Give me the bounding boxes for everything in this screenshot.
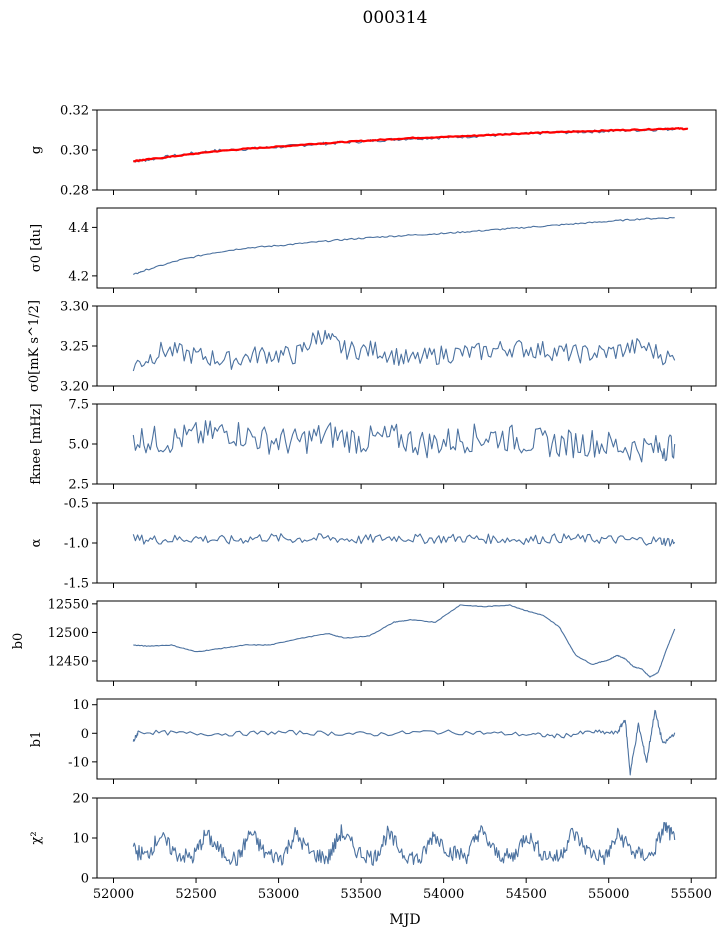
panel-2: 4.2 4.4 σ0 [du]: [29, 207, 717, 293]
y-tick-label: -10: [68, 755, 89, 770]
panel-frame: [96, 797, 717, 879]
series-line: [133, 216, 675, 275]
panel-5: -1.5 -1.0 -0.5 α: [29, 497, 717, 592]
y-tick-label: 5.0: [68, 438, 89, 453]
series-line: [132, 329, 676, 372]
y-tick-label: 2.5: [68, 478, 89, 493]
y-tick-label: 0.28: [60, 184, 89, 199]
y-tick-label: 0.32: [60, 104, 89, 119]
panels: 0.28 0.30 0.32 g 4.2 4.4 σ0 [du] 3.20 3.25 3.30 σ0…: [11, 104, 717, 902]
y-axis-label: b1: [29, 731, 44, 748]
y-axis-label: σ0[mK s^1/2]: [27, 300, 42, 392]
x-tick-label: 55500: [671, 887, 712, 902]
series-line: [132, 533, 676, 547]
y-tick-label: 0: [81, 872, 89, 887]
x-tick-label: 52000: [93, 887, 134, 902]
panel-6: 12450 12500 12550 b0: [11, 597, 717, 686]
y-tick-label: 0: [81, 727, 89, 742]
y-axis-label: b0: [11, 633, 26, 650]
panel-3: 3.20 3.25 3.30 σ0[mK s^1/2]: [27, 300, 717, 395]
fit-line: [133, 127, 689, 163]
panel-frame: [96, 109, 717, 191]
panel-4: 2.5 5.0 7.5 fknee [mHz]: [29, 398, 717, 493]
y-tick-label: 12500: [48, 626, 89, 641]
series-line: [132, 420, 676, 463]
y-axis-label: σ0 [du]: [29, 224, 44, 272]
y-tick-label: -0.5: [64, 497, 89, 512]
y-tick-label: 4.4: [68, 221, 89, 236]
y-tick-label: 3.20: [60, 380, 89, 395]
series-line: [133, 127, 675, 163]
panel-8: 0 10 20 χ² 52000 52500 53000 53500 54000 54500 550…: [29, 792, 717, 902]
panel-frame: [96, 600, 717, 682]
x-tick-label: 55000: [588, 887, 629, 902]
panel-frame: [96, 305, 717, 387]
panel-1: 0.28 0.30 0.32 g: [29, 104, 717, 199]
y-axis-label: fknee [mHz]: [29, 403, 44, 484]
y-tick-label: 12450: [48, 655, 89, 670]
panel-frame: [96, 698, 717, 780]
x-tick-label: 54000: [423, 887, 464, 902]
y-tick-label: -1.5: [64, 577, 89, 592]
x-tick-label: 53000: [258, 887, 299, 902]
y-axis-label: α: [29, 538, 44, 547]
series-line: [133, 604, 676, 678]
y-tick-label: 12550: [48, 597, 89, 612]
series-line: [132, 821, 676, 866]
x-tick-label: 52500: [175, 887, 216, 902]
y-tick-label: 10: [72, 698, 89, 713]
y-tick-label: 10: [72, 832, 89, 847]
y-tick-label: 20: [72, 792, 89, 807]
y-axis-label: g: [29, 146, 44, 154]
panel-frame: [96, 502, 717, 584]
y-tick-label: -1.0: [64, 537, 89, 552]
y-tick-label: 7.5: [68, 398, 89, 413]
x-axis-label: MJD: [389, 912, 420, 928]
y-tick-label: 3.25: [60, 340, 89, 355]
y-tick-label: 3.30: [60, 300, 89, 315]
x-tick-label: 54500: [505, 887, 546, 902]
y-tick-label: 0.30: [60, 144, 89, 159]
figure-title: 000314: [363, 8, 428, 28]
y-axis-label: χ²: [29, 831, 44, 844]
series-line: [132, 709, 676, 776]
y-tick-label: 4.2: [68, 269, 89, 284]
x-tick-label: 53500: [340, 887, 381, 902]
panel-7: -10 0 10 b1: [29, 698, 717, 784]
panel-frame: [96, 207, 717, 289]
